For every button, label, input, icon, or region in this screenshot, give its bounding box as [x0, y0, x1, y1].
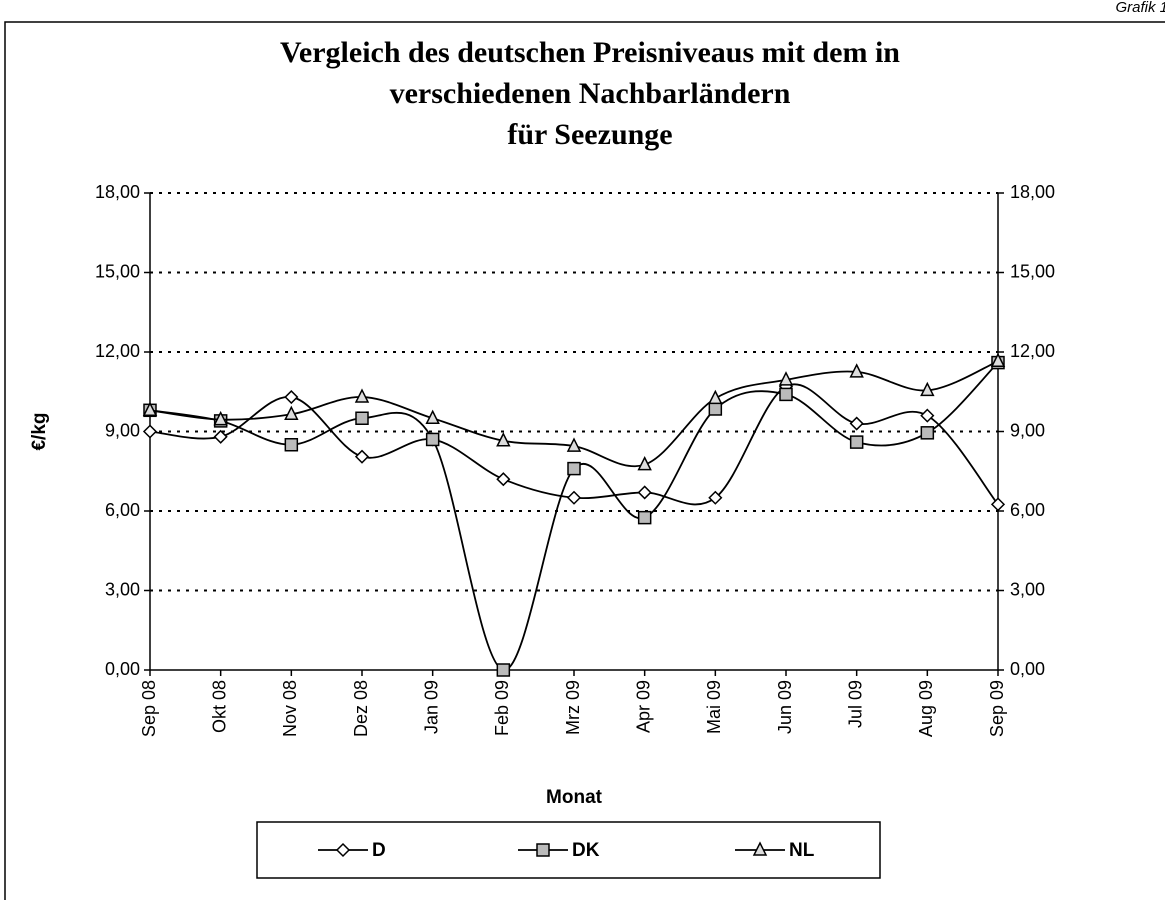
data-point: [354, 449, 370, 464]
data-point: [284, 405, 299, 421]
x-tick-label: Jun 09: [775, 680, 795, 734]
legend-label: DK: [572, 840, 600, 861]
y2-tick-label: 3,00: [1010, 579, 1045, 599]
data-point: [990, 497, 1006, 512]
legend-label: NL: [789, 840, 815, 861]
data-point: [920, 426, 935, 440]
y2-tick-label: 0,00: [1010, 659, 1045, 679]
data-point: [708, 402, 723, 416]
y-tick-label: 9,00: [105, 420, 140, 440]
data-point: [284, 438, 299, 452]
data-point: [566, 437, 582, 452]
data-point: [142, 424, 158, 439]
legend-marker: [335, 842, 351, 858]
data-point: [708, 389, 723, 405]
x-tick-label: Jul 09: [845, 680, 865, 728]
x-tick-label: Sep 09: [987, 680, 1007, 737]
y2-tick-label: 15,00: [1010, 261, 1055, 281]
y-tick-label: 18,00: [95, 182, 140, 202]
y-tick-label: 15,00: [95, 261, 140, 281]
x-tick-label: Aug 09: [916, 680, 936, 737]
chart-title: Vergleich des deutschen Preisniveaus mit…: [280, 36, 900, 69]
chart-title: für Seezunge: [507, 118, 672, 151]
data-point: [566, 490, 582, 505]
chart-title: verschiedenen Nachbarländern: [390, 77, 791, 110]
y-tick-label: 12,00: [95, 341, 140, 361]
data-point: [637, 455, 652, 471]
data-point: [284, 389, 299, 405]
x-tick-label: Mrz 09: [563, 680, 583, 735]
data-point: [425, 432, 440, 447]
data-point: [778, 371, 794, 386]
data-point: [920, 381, 935, 397]
data-point: [496, 663, 511, 677]
y2-tick-label: 6,00: [1010, 500, 1045, 520]
data-point: [425, 409, 440, 424]
legend-marker: [752, 841, 768, 856]
legend-marker: [536, 843, 550, 857]
data-point: [990, 352, 1006, 368]
data-point: [849, 435, 864, 449]
data-point: [637, 485, 652, 500]
legend-label: D: [372, 840, 386, 861]
y-axis-label: €/kg: [29, 412, 50, 450]
data-point: [355, 411, 369, 425]
y2-tick-label: 9,00: [1010, 420, 1045, 440]
data-point: [637, 510, 652, 525]
x-tick-label: Feb 09: [492, 680, 512, 736]
data-point: [496, 472, 511, 487]
data-point: [213, 429, 228, 444]
x-tick-label: Jan 09: [421, 680, 441, 734]
data-point: [567, 461, 581, 476]
data-point: [849, 416, 864, 431]
data-point: [354, 388, 370, 403]
x-tick-label: Dez 08: [351, 680, 371, 737]
x-tick-label: Nov 08: [280, 680, 300, 737]
chart-frame: [4, 21, 1165, 900]
x-tick-label: Okt 08: [209, 680, 229, 733]
data-point: [142, 401, 158, 417]
data-point: [779, 387, 793, 402]
x-axis-label: Monat: [546, 787, 603, 808]
x-tick-label: Apr 09: [633, 680, 653, 733]
data-point: [849, 363, 864, 378]
legend-box: [256, 821, 881, 879]
page-label: Grafik 1: [1115, 0, 1165, 16]
y2-tick-label: 18,00: [1010, 182, 1055, 202]
series-line: [149, 361, 999, 671]
y2-tick-label: 12,00: [1010, 341, 1055, 361]
data-point: [920, 408, 935, 423]
x-tick-label: Sep 08: [139, 680, 159, 737]
data-point: [708, 490, 723, 505]
y-tick-label: 6,00: [105, 500, 140, 520]
y-tick-label: 0,00: [105, 659, 140, 679]
data-point: [496, 432, 511, 447]
y-tick-label: 3,00: [105, 579, 140, 599]
data-point: [213, 410, 228, 426]
x-tick-label: Mai 09: [704, 680, 724, 734]
